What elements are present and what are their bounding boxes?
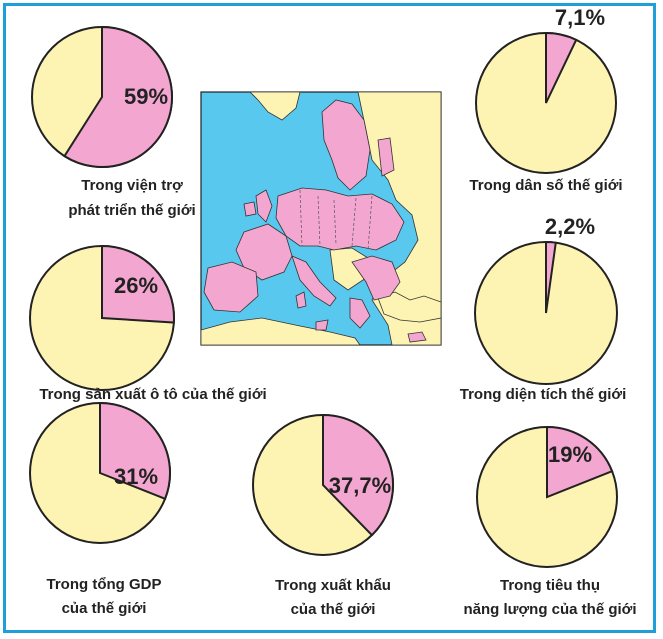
europe-map-icon [200,91,442,346]
pie-value-label: 7,1% [555,5,605,30]
pie-chart-2: 26% Trong sản xuất ô tô của thế giới [29,244,267,403]
pie-slice-eu [101,244,175,324]
pie-slice-eu [545,240,557,314]
pie-caption: Trong viện trợ [81,177,183,194]
pie-chart-3: 31% Trong tổng GDP của thế giới [29,401,171,617]
pie-chart-5: 7,1% Trong dân số thế giới [469,5,622,194]
pie-caption: Trong diện tích thế giới [460,386,627,403]
pie-chart-4: 37,7% Trong xuất khẩu của thế giới [252,413,394,618]
pie-chart-6: 2,2% Trong diện tích thế giới [460,214,627,403]
pie-caption: phát triển thế giới [68,202,195,219]
pie-slice-eu [322,413,394,537]
pie-caption: của thế giới [291,601,376,618]
pie-chart-7: 19% Trong tiêu thụ năng lượng của thế giới [463,425,637,618]
pie-caption: của thế giới [62,600,147,617]
pie-caption: Trong tổng GDP [47,576,162,593]
pie-caption: Trong dân số thế giới [469,177,622,194]
pie-value-label: 26% [114,273,158,298]
pie-value-label: 31% [114,464,158,489]
pie-slice-eu [63,25,173,168]
pie-slice-eu [99,401,171,501]
pie-caption: Trong tiêu thụ [500,577,600,594]
pie-value-label: 37,7% [329,473,391,498]
pie-slice-eu [545,31,578,104]
pie-value-label: 19% [548,442,592,467]
pie-caption: Trong sản xuất ô tô của thế giới [39,386,266,403]
pie-value-label: 59% [124,84,168,109]
pie-chart-1: 59% Trong viện trợ phát triển thế giới [31,25,196,219]
pie-slice-eu [546,425,614,499]
pie-caption: năng lượng của thế giới [463,601,636,618]
pie-caption: Trong xuất khẩu [275,577,391,594]
pie-value-label: 2,2% [545,214,595,239]
